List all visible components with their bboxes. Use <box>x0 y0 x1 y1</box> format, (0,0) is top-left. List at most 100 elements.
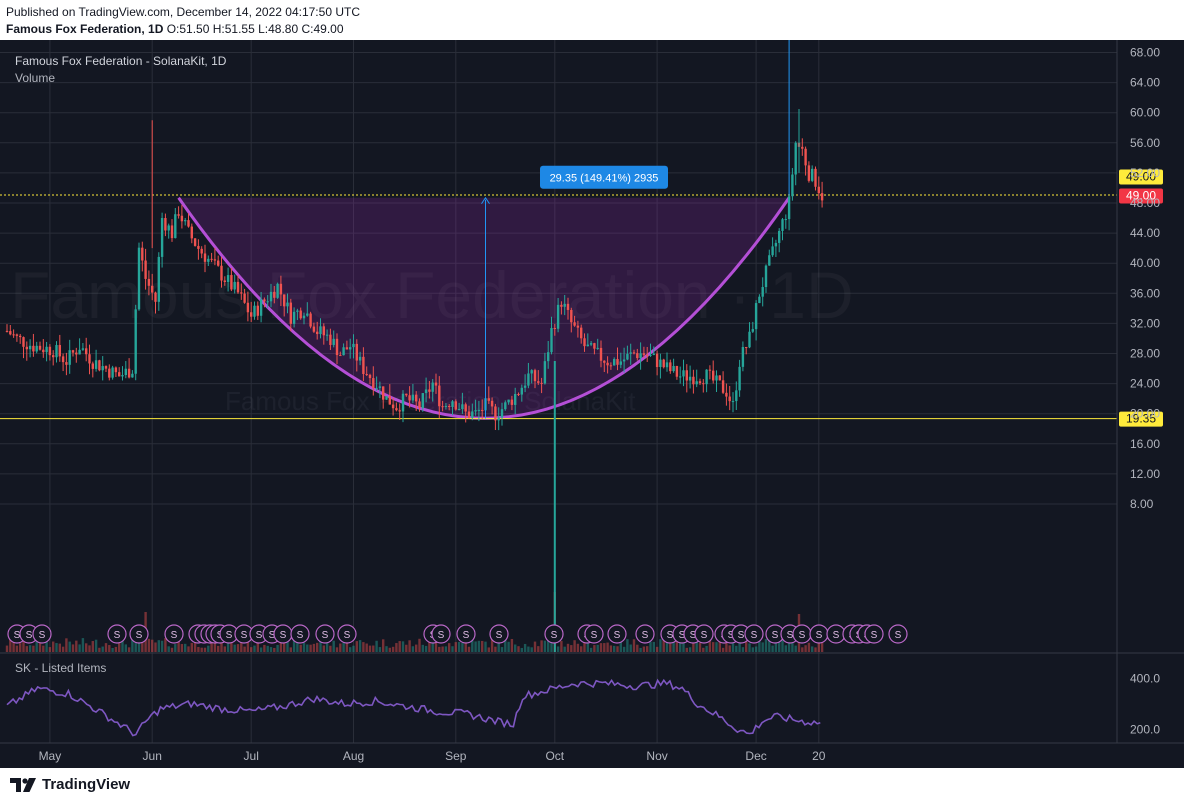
volume-bar <box>111 647 114 652</box>
volume-bar <box>655 646 659 652</box>
candle-body <box>708 369 712 371</box>
event-marker-label: S <box>895 630 902 641</box>
volume-bar <box>226 640 230 652</box>
volume-bar <box>266 645 269 652</box>
event-marker-label: S <box>751 630 758 641</box>
candle-body <box>269 291 273 302</box>
event-marker-label: S <box>728 630 735 641</box>
candle-body <box>464 404 467 412</box>
volume-bar <box>405 644 408 652</box>
event-marker-circle <box>584 624 604 644</box>
volume-bar <box>434 642 438 652</box>
volume-bar <box>688 647 692 652</box>
candle-body <box>352 343 355 348</box>
volume-bar <box>702 647 705 652</box>
candle-body <box>378 386 382 388</box>
candle-body <box>550 327 553 353</box>
candle-body <box>408 395 411 401</box>
volume-bar <box>540 640 543 652</box>
candle-body <box>131 373 134 378</box>
candle-body <box>240 292 243 294</box>
event-marker-label: S <box>226 630 233 641</box>
volume-bar <box>451 646 454 652</box>
volume-bar <box>692 641 695 652</box>
event-marker-circle <box>694 624 714 644</box>
event-marker-s: S <box>456 624 476 644</box>
candle-body <box>58 345 61 357</box>
footer-bar: TradingView <box>0 768 1184 804</box>
price-tick-label: 8.00 <box>1130 497 1154 511</box>
candle-body <box>197 245 200 249</box>
event-marker-label: S <box>269 630 276 641</box>
candle-body <box>137 247 141 310</box>
candle-body <box>441 406 444 408</box>
candle-body <box>702 383 705 385</box>
candle-body <box>606 362 609 366</box>
candle-body <box>771 246 774 256</box>
price-tick-label: 40.00 <box>1130 256 1160 270</box>
candle-body <box>118 372 121 377</box>
volume-bar <box>190 642 193 652</box>
event-marker-circle <box>337 624 357 644</box>
candle-body <box>187 220 190 227</box>
volume-bar <box>52 641 55 652</box>
volume-bar <box>210 641 213 652</box>
volume-bar <box>147 638 151 652</box>
volume-bar <box>778 641 781 652</box>
volume-bar <box>108 645 111 652</box>
candle-body <box>81 348 85 350</box>
candle-body <box>774 242 778 247</box>
volume-bar <box>589 647 593 652</box>
volume-bar <box>349 647 352 652</box>
volume-bar <box>134 638 137 652</box>
candle-body <box>147 278 151 286</box>
candle-body <box>728 396 731 402</box>
price-chart[interactable]: Famous Fox Federation · 1D Famous Fox Fe… <box>0 40 1184 768</box>
candle-body <box>382 386 385 400</box>
volume-bar <box>748 643 751 652</box>
volume-bar <box>418 638 421 652</box>
volume-bar <box>312 643 316 652</box>
candle-body <box>768 255 771 266</box>
candle-body <box>514 393 517 405</box>
candle-body <box>349 347 352 350</box>
candle-body <box>226 275 230 282</box>
volume-bar <box>309 644 312 652</box>
volume-bar <box>438 646 441 652</box>
volume-bar <box>527 646 530 652</box>
volume-bar <box>45 641 48 652</box>
volume-bar <box>28 645 32 652</box>
candle-body <box>355 343 358 361</box>
candle-body <box>61 356 65 363</box>
volume-bar <box>672 640 675 652</box>
candle-body <box>636 353 639 359</box>
candle-body <box>764 265 768 288</box>
price-tick-label: 24.00 <box>1130 377 1160 391</box>
event-marker-label: S <box>322 630 329 641</box>
candle-body <box>151 285 154 293</box>
volume-bar <box>728 645 731 652</box>
volume-bar <box>596 644 599 652</box>
tradingview-logo[interactable]: TradingView <box>10 776 130 793</box>
candle-body <box>184 220 187 222</box>
volume-bar <box>787 640 791 652</box>
volume-bar <box>761 642 764 652</box>
volume-bar <box>197 646 200 652</box>
volume-bar <box>820 640 824 652</box>
volume-bar <box>725 641 728 652</box>
volume-bar <box>279 639 283 652</box>
candle-body <box>543 361 547 384</box>
candle-body <box>207 258 210 262</box>
candle-body <box>25 346 28 350</box>
volume-bar <box>484 641 487 652</box>
volume-bar <box>444 646 448 652</box>
volume-bar <box>510 638 514 652</box>
candle-body <box>738 366 741 391</box>
volume-bar <box>428 639 431 652</box>
candle-body <box>256 305 259 316</box>
volume-bar <box>497 639 500 652</box>
candle-body <box>154 292 157 302</box>
volume-bar <box>547 638 550 652</box>
volume-bar <box>345 640 349 652</box>
candle-body <box>688 376 692 381</box>
